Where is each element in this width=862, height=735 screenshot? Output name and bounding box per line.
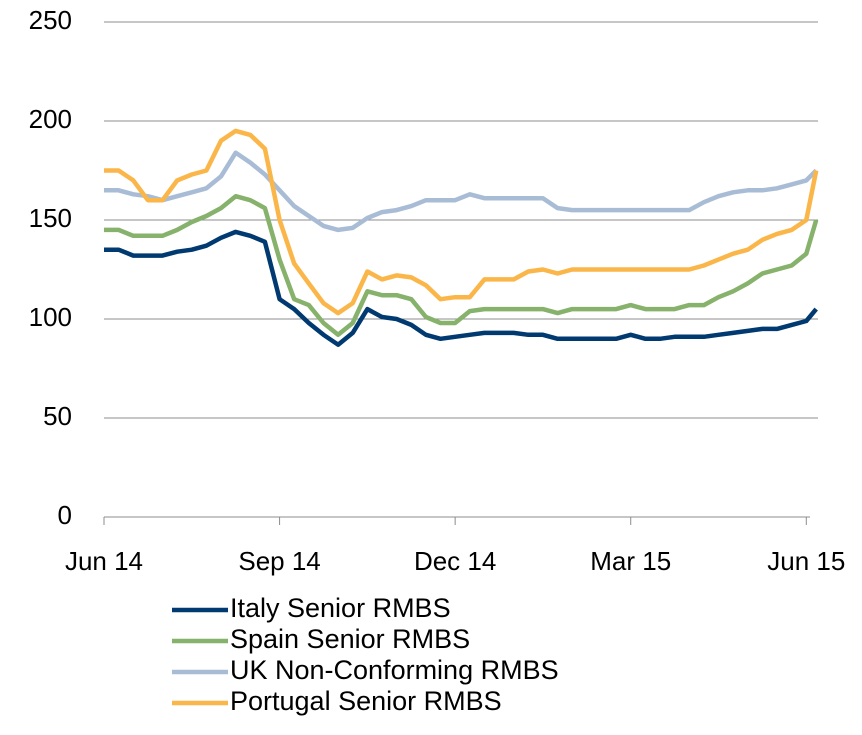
legend-label: Spain Senior RMBS <box>230 624 470 654</box>
y-tick-label: 50 <box>43 401 72 431</box>
series-line <box>104 193 819 338</box>
y-tick-label: 100 <box>29 302 72 332</box>
series-line <box>104 128 819 316</box>
series-line <box>104 150 818 233</box>
x-tick-label: Jun 14 <box>65 546 143 576</box>
y-tick-label: 200 <box>29 104 72 134</box>
y-tick-label: 150 <box>29 203 72 233</box>
legend-label: Portugal Senior RMBS <box>230 686 502 716</box>
x-tick-label: Mar 15 <box>590 546 671 576</box>
legend-label: UK Non-Conforming RMBS <box>230 655 559 685</box>
legend-label: Italy Senior RMBS <box>230 593 451 623</box>
x-tick-label: Sep 14 <box>238 546 320 576</box>
series-line <box>104 229 818 347</box>
y-tick-label: 250 <box>29 5 72 35</box>
y-tick-label: 0 <box>58 500 72 530</box>
x-tick-label: Jun 15 <box>767 546 845 576</box>
x-tick-label: Dec 14 <box>414 546 496 576</box>
